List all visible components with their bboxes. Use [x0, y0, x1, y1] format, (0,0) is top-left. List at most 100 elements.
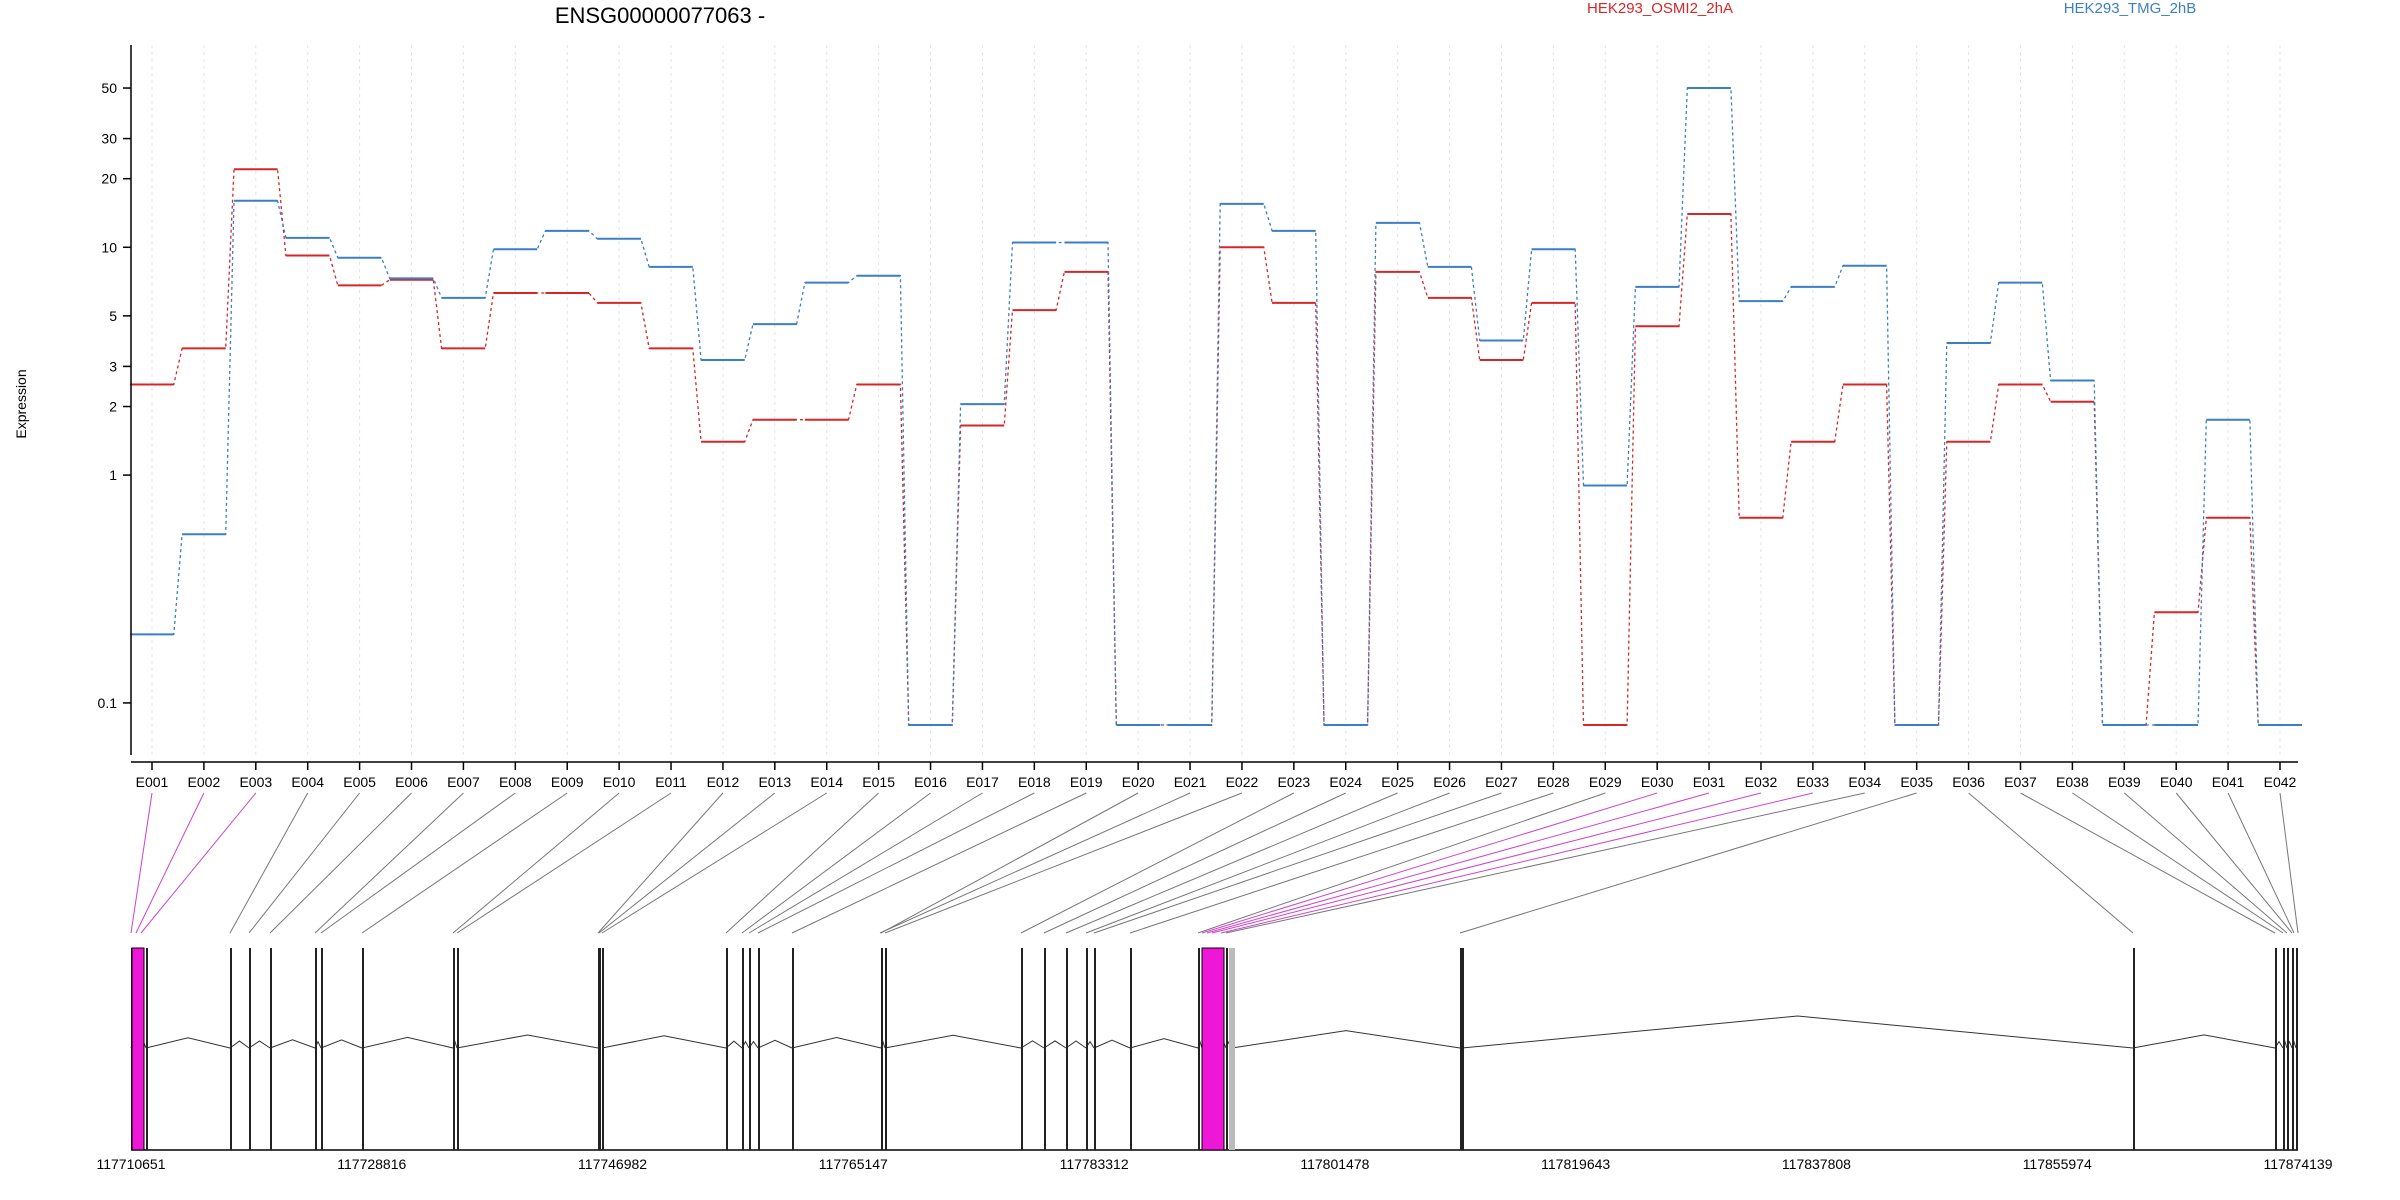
- exon-box: [315, 948, 317, 1150]
- x-tick-label-e037: E037: [2004, 774, 2037, 790]
- connector-e015: [725, 792, 879, 934]
- intron-line: [601, 1035, 727, 1049]
- highlighted-exon-block-start: [131, 947, 145, 1151]
- intron-line: [361, 1036, 454, 1049]
- connector-e033: [1220, 792, 1813, 934]
- axes: [130, 45, 2298, 763]
- x-tick-label-e003: E003: [239, 774, 272, 790]
- x-tick-label-e008: E008: [499, 774, 532, 790]
- exon-box: [146, 948, 148, 1150]
- x-tick-label-e009: E009: [551, 774, 584, 790]
- exon-box: [1044, 948, 1046, 1150]
- connector-e036: [1968, 792, 2134, 934]
- x-tick-label-e012: E012: [707, 774, 740, 790]
- connector-e012: [597, 792, 724, 934]
- x-tick-label-e021: E021: [1174, 774, 1207, 790]
- y-ticks: 0.1 1 2 3 5 10 20 30 50: [98, 80, 131, 711]
- x-tick-label-e039: E039: [2108, 774, 2141, 790]
- x-ticks: E001 E002 E003 E004 E005 E006 E007 E008 E009 E010…: [136, 762, 2297, 790]
- connector-e040: [2175, 792, 2293, 934]
- exon-box: [742, 948, 744, 1150]
- exon-box: [792, 948, 794, 1150]
- exon-box: [249, 948, 251, 1150]
- x-tick-label-e036: E036: [1952, 774, 1985, 790]
- connector-e020: [880, 792, 1139, 934]
- chart-title: ENSG00000077063 -: [555, 3, 765, 28]
- coordinate-label: 117765147: [819, 1156, 888, 1172]
- connector-e011: [456, 792, 672, 934]
- exon-box: [1226, 948, 1228, 1150]
- exon-box: [1094, 948, 1096, 1150]
- x-tick-label-e032: E032: [1745, 774, 1778, 790]
- exon-box: [599, 948, 601, 1150]
- coordinate-label: 117728816: [337, 1156, 406, 1172]
- connector-e042: [2279, 792, 2299, 934]
- connector-e023: [1020, 792, 1295, 934]
- exon-box: [726, 948, 728, 1150]
- connector-e002: [135, 792, 205, 934]
- exon-box: [2275, 948, 2277, 1150]
- exon-box: [1021, 948, 1023, 1150]
- series-lines: [130, 87, 2302, 726]
- intron-line: [456, 1034, 599, 1049]
- y-tick-label: 20: [101, 171, 117, 187]
- y-tick-label: 3: [109, 358, 117, 374]
- x-tick-label-e002: E002: [188, 774, 221, 790]
- x-tick-label-e020: E020: [1122, 774, 1155, 790]
- exon-box: [881, 948, 883, 1150]
- x-tick-label-e041: E041: [2212, 774, 2245, 790]
- series-2-line: [130, 87, 2302, 726]
- connector-e014: [601, 792, 827, 934]
- connector-e007: [314, 792, 464, 934]
- connector-e008: [320, 792, 516, 934]
- connector-e018: [757, 792, 1035, 934]
- exon-box: [230, 948, 232, 1150]
- intron-line: [320, 1039, 363, 1049]
- connector-e010: [452, 792, 620, 934]
- connector-e034: [1225, 792, 1865, 934]
- x-tick-label-e023: E023: [1278, 774, 1311, 790]
- x-tick-label-e025: E025: [1381, 774, 1414, 790]
- x-tick-label-e034: E034: [1848, 774, 1881, 790]
- x-tick-label-e029: E029: [1589, 774, 1622, 790]
- exon-box: [270, 948, 272, 1150]
- x-tick-label-e027: E027: [1485, 774, 1518, 790]
- connector-e026: [1085, 792, 1450, 934]
- connector-e039: [2123, 792, 2288, 934]
- x-tick-label-e019: E019: [1070, 774, 1103, 790]
- connector-e030: [1201, 792, 1658, 934]
- connector-e016: [741, 792, 931, 934]
- x-tick-label-e026: E026: [1433, 774, 1466, 790]
- legend-series-1: HEK293_OSMI2_2hA: [1587, 0, 1733, 17]
- exon-box: [321, 948, 323, 1150]
- connector-e006: [269, 792, 412, 934]
- connector-e005: [248, 792, 361, 934]
- intron-line: [269, 1039, 316, 1049]
- exon-box: [749, 948, 751, 1150]
- exon-box: [758, 948, 760, 1150]
- intron-line: [1065, 1040, 1087, 1049]
- exon-box: [362, 948, 364, 1150]
- legend-series-2: HEK293_TMG_2hB: [2064, 0, 2197, 17]
- connector-e025: [1065, 792, 1398, 934]
- highlighted-exon-block-middle: [1201, 947, 1225, 1151]
- coordinate-label: 117837808: [1782, 1156, 1851, 1172]
- exon-box: [2283, 948, 2285, 1150]
- x-tick-label-e014: E014: [810, 774, 843, 790]
- exon-box: [2296, 948, 2298, 1150]
- exon-box: [885, 948, 887, 1150]
- x-tick-label-e005: E005: [343, 774, 376, 790]
- y-tick-label: 2: [109, 399, 117, 415]
- intron-line: [2132, 1034, 2276, 1049]
- exon-box: [2292, 948, 2294, 1150]
- intron-line: [884, 1034, 1022, 1049]
- exon-box: [1066, 948, 1068, 1150]
- coordinate-label: 117855974: [2023, 1156, 2092, 1172]
- intron-line: [757, 1039, 793, 1049]
- connector-e001: [130, 792, 153, 934]
- gene-model: [130, 947, 2298, 1151]
- intron-line: [145, 1037, 231, 1049]
- connector-e019: [791, 792, 1087, 934]
- y-tick-label: 0.1: [98, 695, 118, 711]
